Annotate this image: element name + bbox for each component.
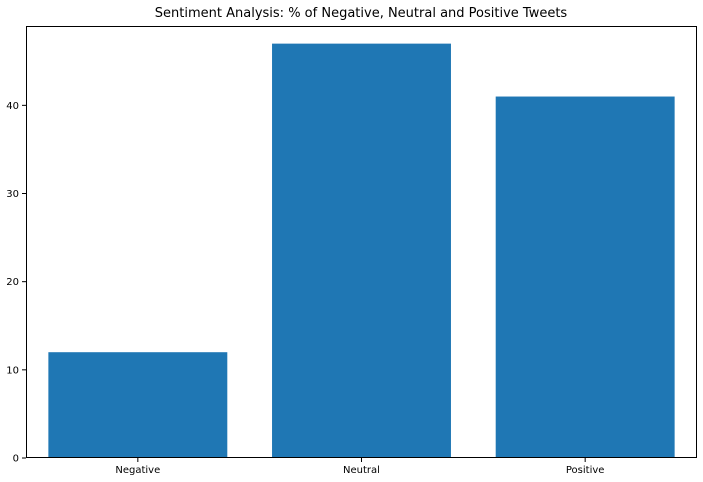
bar-positive [495, 96, 675, 458]
x-tick-label-positive: Positive [566, 465, 605, 476]
x-tick-label-neutral: Neutral [343, 465, 380, 476]
bars-group [48, 43, 675, 458]
chart-title: Sentiment Analysis: % of Negative, Neutr… [155, 6, 568, 21]
bar-negative [48, 352, 228, 458]
bar-neutral [272, 43, 451, 458]
x-axis: Negative Neutral Positive [115, 458, 604, 476]
y-tick-label-20: 20 [6, 277, 19, 288]
x-tick-label-negative: Negative [115, 465, 160, 476]
plot-frame [26, 26, 697, 458]
y-tick-label-10: 10 [6, 365, 19, 376]
y-tick-label-30: 30 [6, 189, 19, 200]
y-axis: 0 10 20 30 40 [6, 101, 26, 465]
y-tick-label-0: 0 [13, 454, 19, 465]
y-tick-label-40: 40 [6, 101, 19, 112]
